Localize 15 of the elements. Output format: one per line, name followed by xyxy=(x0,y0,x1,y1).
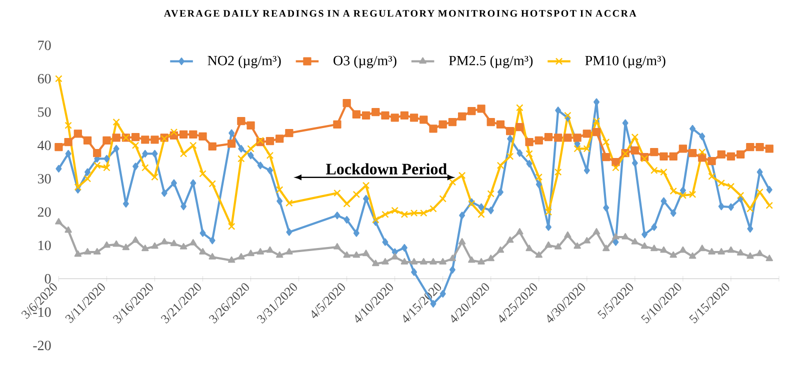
annotation: Lockdown Period xyxy=(326,163,447,174)
legend-label: PM10 (µg/m³) xyxy=(585,55,666,68)
y-tick-label: 0 xyxy=(44,274,51,284)
y-tick-label: 50 xyxy=(38,107,51,117)
y-tick-label: 40 xyxy=(38,140,51,150)
y-tick-label: 60 xyxy=(38,74,51,84)
y-tick-label: 30 xyxy=(38,174,51,184)
y-tick-label: 70 xyxy=(38,40,51,50)
legend-label: NO2 (µg/m³) xyxy=(208,55,281,68)
legend-label: O3 (µg/m³) xyxy=(334,55,396,68)
y-tick-label: -20 xyxy=(33,340,51,350)
y-tick-label: 20 xyxy=(38,207,51,217)
y-tick-label: 10 xyxy=(38,240,51,250)
chart-title: AVERAGE DAILY READINGS IN A REGULATORY MONITROING HOTSPOT IN ACCRA xyxy=(164,10,636,17)
legend-label: PM2.5 (µg/m³) xyxy=(448,55,533,68)
